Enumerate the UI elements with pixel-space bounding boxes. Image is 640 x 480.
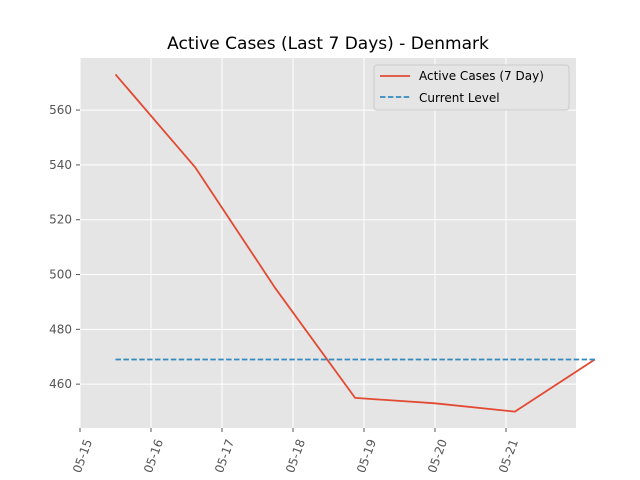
x-tick-label: 05-17 [212,437,237,475]
series-line-active-cases [114,73,596,413]
chart-title: Active Cases (Last 7 Days) - Denmark [167,34,489,54]
plot-background [80,58,576,428]
legend-label-active-cases: Active Cases (7 Day) [419,69,544,83]
legend-box [373,64,570,111]
legend-label-current-level: Current Level [419,91,500,105]
y-tick-label: 500 [49,268,72,282]
y-tick-label: 480 [49,322,72,336]
y-tick-label: 520 [49,213,72,227]
y-tick-label: 460 [49,377,72,391]
legend: Active Cases (7 Day) Current Level [373,64,570,111]
y-tick-label: 540 [49,158,72,172]
x-tick-label: 05-18 [283,437,308,475]
x-tick-label: 05-20 [425,437,450,475]
x-tick-label: 05-16 [141,437,166,475]
x-tick-label: 05-19 [354,437,379,475]
x-tick-label: 05-15 [70,437,95,475]
y-axis-ticks: 460 480 500 520 540 560 [49,103,80,391]
y-tick-label: 560 [49,103,72,117]
x-tick-label: 05-21 [496,437,521,475]
series-lines [114,73,596,413]
x-axis-ticks: 05-15 05-16 05-17 05-18 05-19 05-20 05-21 [70,428,521,475]
